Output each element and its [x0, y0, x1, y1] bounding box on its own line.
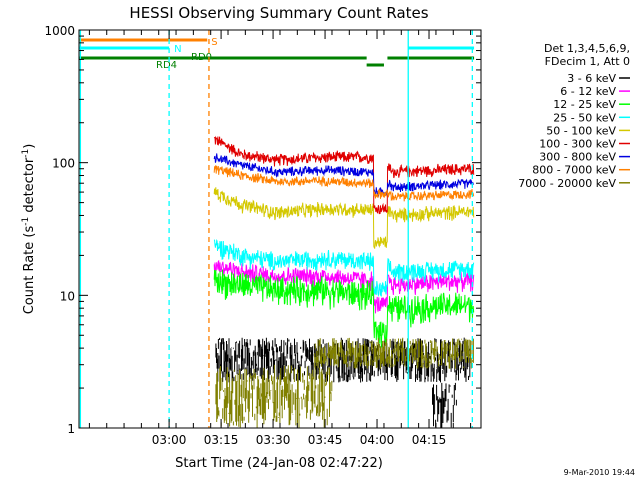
saa-flag-label: S	[211, 37, 217, 48]
series-band	[314, 337, 474, 369]
x-tick-label: 04:00	[360, 433, 395, 447]
legend-label: 50 - 100 keV	[546, 124, 616, 137]
series-6-12-kev	[213, 259, 475, 314]
series-7000-20000-kev	[215, 337, 474, 428]
series-line	[213, 153, 474, 197]
series-12-25-kev	[213, 269, 475, 349]
chart-title: HESSI Observing Summary Count Rates	[129, 4, 428, 22]
axes: 1 10 100 1000 03:00 03:15 03:30 03:45 04:00 04:15	[44, 24, 482, 447]
series-line	[213, 259, 475, 314]
x-tick-label: 03:00	[152, 433, 187, 447]
legend-label: 6 - 12 keV	[560, 85, 616, 98]
legend-header-line-1: Det 1,3,4,5,6,9,	[544, 42, 630, 55]
series-50-100-kev	[213, 187, 475, 249]
x-tick-label: 03:30	[256, 433, 291, 447]
x-tick-label: 03:15	[204, 433, 239, 447]
series-band	[215, 364, 333, 428]
y-tick-label: 1000	[44, 24, 75, 38]
legend-label: 12 - 25 keV	[553, 98, 616, 111]
x-axis-label: Start Time (24-Jan-08 02:47:22)	[175, 456, 383, 471]
series-line	[213, 269, 475, 349]
series-line	[213, 187, 475, 249]
series-300-800-kev	[213, 153, 474, 197]
series-band	[432, 382, 457, 428]
legend: Det 1,3,4,5,6,9, FDecim 1, Att 0 3 - 6 k…	[518, 42, 630, 190]
y-tick-label: 100	[52, 157, 75, 171]
y-tick-label: 1	[67, 422, 75, 436]
legend-label: 7000 - 20000 keV	[518, 177, 616, 190]
y-axis-label: Count Rate (s-1 detector-1)	[21, 144, 37, 315]
generated-timestamp: 9-Mar-2010 19:44	[564, 468, 635, 477]
night-flag-label: N	[174, 44, 181, 55]
x-tick-label: 03:45	[308, 433, 343, 447]
legend-label: 100 - 300 keV	[539, 138, 616, 151]
plot-area	[213, 135, 475, 428]
series-line	[213, 135, 475, 215]
legend-label: 300 - 800 keV	[539, 151, 616, 164]
legend-label: 25 - 50 keV	[553, 111, 616, 124]
series-line	[213, 165, 475, 202]
series-25-50-kev	[213, 238, 475, 297]
y-tick-label: 10	[60, 289, 75, 303]
x-tick-label: 04:15	[412, 433, 447, 447]
rd4-flag-label: RD4	[156, 60, 177, 71]
series-100-300-kev	[213, 135, 475, 215]
series-line	[213, 238, 475, 297]
rd0-flag-label: RD0	[191, 52, 212, 63]
series-800-7000-kev	[213, 165, 475, 202]
legend-label: 800 - 7000 keV	[532, 164, 616, 177]
legend-header-line-2: FDecim 1, Att 0	[545, 55, 630, 68]
legend-label: 3 - 6 keV	[567, 72, 616, 85]
status-flags: S N RD4 RD0	[79, 30, 475, 428]
